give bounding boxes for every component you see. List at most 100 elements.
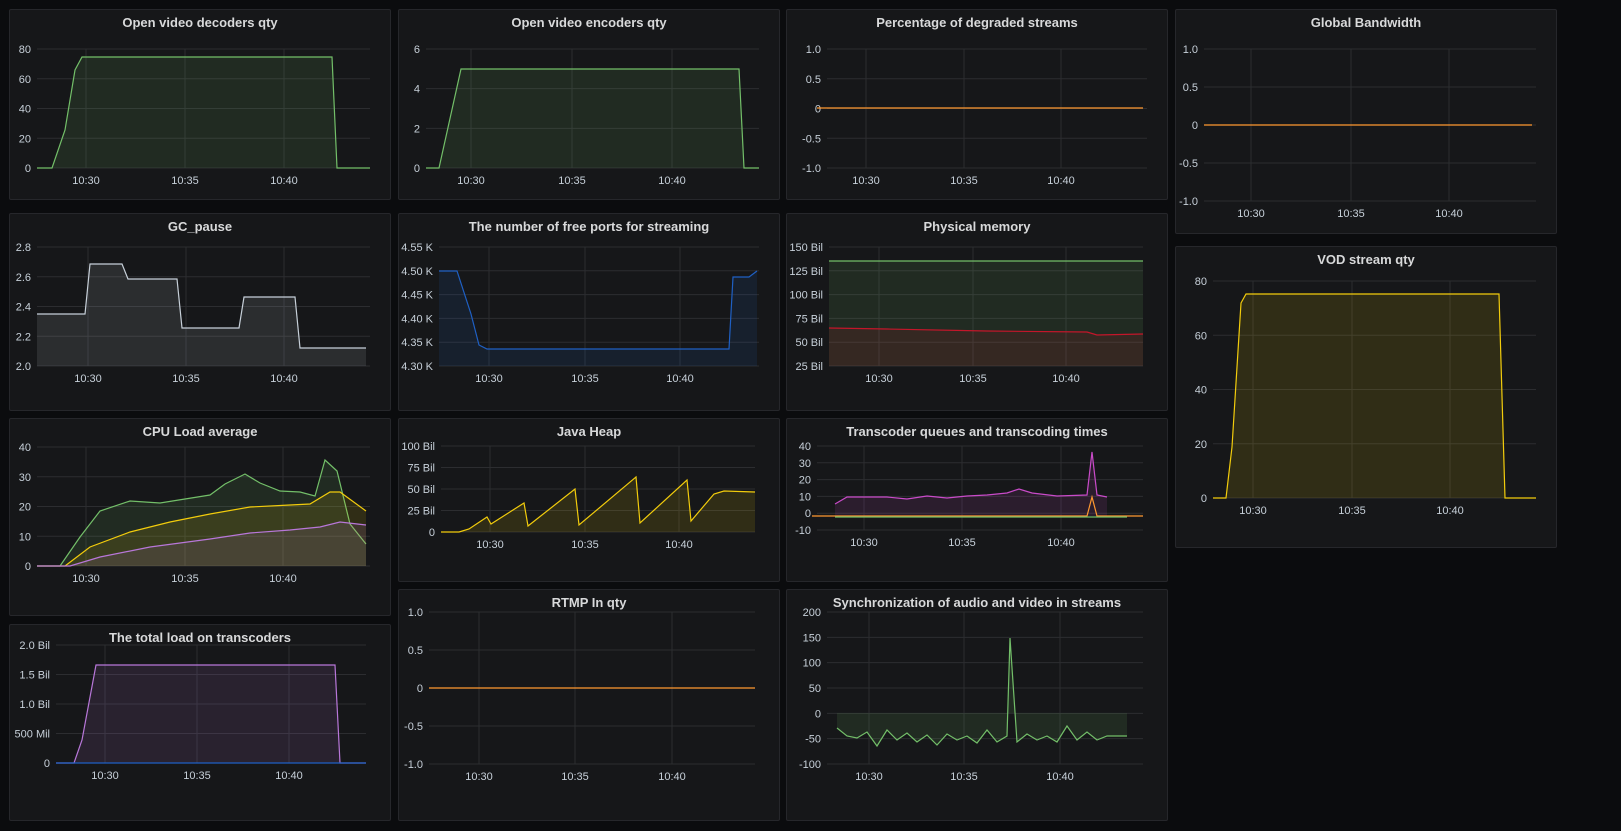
y-tick-label: 0: [1192, 120, 1198, 132]
y-tick-label: 2.6: [16, 272, 31, 284]
x-tick-label: 10:40: [658, 175, 686, 187]
y-tick-label: 2.2: [16, 331, 31, 343]
sync-series-line[interactable]: [836, 637, 1127, 748]
panel-title[interactable]: RTMP In qty: [551, 595, 627, 610]
x-tick-label: 10:40: [665, 539, 693, 551]
heap-series-line[interactable]: [441, 475, 756, 533]
y-tick-label: 4.40 K: [401, 313, 433, 325]
decoders-series-area: [37, 57, 370, 168]
queues-size-series-line[interactable]: [812, 494, 1143, 517]
panel-open-video-decoders[interactable]: Open video decoders qty 80 60 40 20 0 10:30 10…: [9, 9, 391, 200]
y-tick-label: 2: [414, 123, 420, 135]
x-tick-label: 10:40: [1046, 771, 1074, 783]
panel-cpu-load[interactable]: CPU Load average 40 30 20 10 0 10:30 10:35 10:4…: [9, 418, 391, 616]
panel-title[interactable]: GC_pause: [167, 219, 233, 234]
y-tick-label: 20: [19, 133, 31, 145]
y-tick-label: 0.5: [408, 645, 423, 657]
x-tick-label: 10:30: [72, 175, 100, 187]
memory-free-series-line[interactable]: [828, 327, 1144, 336]
panel-degraded-streams[interactable]: Percentage of degraded streams 1.0 0.5 0 -0…: [786, 9, 1168, 200]
panel-title[interactable]: The number of free ports for streaming: [468, 219, 710, 234]
x-tick-label: 10:30: [475, 373, 503, 385]
y-tick-label: 1.5 Bil: [19, 670, 50, 682]
y-tick-label: -0.5: [404, 721, 423, 733]
panel-title[interactable]: Transcoder queues and transcoding times: [846, 424, 1108, 439]
x-tick-label: 10:35: [571, 373, 599, 385]
panel-title[interactable]: Synchronization of audio and video in st…: [832, 595, 1122, 610]
panel-title[interactable]: VOD stream qty: [1317, 252, 1415, 267]
panel-physical-memory[interactable]: Physical memory 150 Bil 125 Bil 100 Bil 75 …: [786, 213, 1168, 411]
x-tick-label: 10:30: [855, 771, 883, 783]
cpu-15min-series-line[interactable]: [37, 521, 367, 567]
chart-memory: 150 Bil 125 Bil 100 Bil 75 Bil 50 Bil 25 Bil 1…: [789, 242, 1144, 385]
panel-title[interactable]: Percentage of degraded streams: [876, 15, 1078, 30]
x-tick-label: 10:35: [561, 771, 589, 783]
x-tick-label: 10:40: [1047, 537, 1075, 549]
y-tick-label: 4: [414, 84, 420, 96]
queues-time-series-line[interactable]: [834, 451, 1108, 505]
x-tick-label: 10:35: [959, 373, 987, 385]
panel-title[interactable]: Java Heap: [556, 424, 622, 439]
y-tick-label: 40: [19, 442, 31, 454]
y-tick-label: -10: [795, 525, 811, 537]
y-tick-label: 0: [414, 163, 420, 175]
panel-rtmp-in[interactable]: RTMP In qty 1.0 0.5 0 -0.5 -1.0 10:30 10:35 10:…: [398, 589, 780, 821]
y-tick-label: 10: [799, 491, 811, 503]
x-tick-label: 10:40: [275, 770, 303, 782]
y-tick-label: 6: [414, 44, 420, 56]
x-tick-label: 10:30: [850, 537, 878, 549]
panel-title[interactable]: CPU Load average: [142, 424, 258, 439]
y-tick-label: 75 Bil: [795, 313, 823, 325]
panel-av-sync[interactable]: Synchronization of audio and video in st…: [786, 589, 1168, 821]
panel-open-video-encoders[interactable]: Open video encoders qty 6 4 2 0 10:30 10:35 10…: [398, 9, 780, 200]
panel-java-heap[interactable]: Java Heap 100 Bil 75 Bil 50 Bil 25 Bil 0 10:3…: [398, 418, 780, 582]
gc-series-line[interactable]: [37, 263, 366, 349]
y-tick-label: 1.0: [806, 44, 821, 56]
y-tick-label: 0: [417, 683, 423, 695]
panel-gc-pause[interactable]: GC_pause 2.8 2.6 2.4 2.2 2.0 10:30 10:35 10:40: [9, 213, 391, 411]
decoders-series-line[interactable]: [37, 56, 370, 169]
panel-title[interactable]: Global Bandwidth: [1310, 15, 1422, 30]
y-tick-label: -0.5: [1179, 158, 1198, 170]
y-tick-label: -100: [799, 759, 821, 771]
y-tick-label: 4.30 K: [401, 361, 433, 373]
y-tick-label: 50: [809, 683, 821, 695]
y-tick-label: 0: [815, 708, 821, 720]
y-tick-label: 0: [805, 508, 811, 520]
x-tick-label: 10:30: [72, 573, 100, 585]
panel-transcoder-queues[interactable]: Transcoder queues and transcoding times …: [786, 418, 1168, 582]
ports-series-area: [439, 271, 757, 366]
x-tick-label: 10:40: [1436, 505, 1464, 517]
memory-used-series-area: [829, 261, 1143, 366]
x-tick-label: 10:35: [950, 175, 978, 187]
chart-bandwidth: 1.0 0.5 0 -0.5 -1.0 10:30 10:35 10:40: [1179, 44, 1536, 220]
y-tick-label: 2.4: [16, 302, 31, 314]
panel-vod-stream[interactable]: VOD stream qty 80 60 40 20 0 10:30 10:35 10:40: [1175, 246, 1557, 548]
y-tick-label: 0: [25, 561, 31, 573]
chart-degraded: 1.0 0.5 0 -0.5 -1.0 10:30 10:35 10:40: [802, 44, 1147, 187]
x-tick-label: 10:30: [1239, 505, 1267, 517]
x-tick-label: 10:30: [476, 539, 504, 551]
panel-free-ports[interactable]: The number of free ports for streaming 4…: [398, 213, 780, 411]
chart-ports: 4.55 K 4.50 K 4.45 K 4.40 K 4.35 K 4.30 K 10:3…: [401, 242, 759, 385]
vod-series-area: [1213, 294, 1536, 498]
queues-time-series-area: [835, 452, 1107, 516]
y-tick-label: -50: [805, 734, 821, 746]
x-tick-label: 10:30: [74, 373, 102, 385]
ports-series-line[interactable]: [439, 270, 758, 350]
x-tick-label: 10:35: [1338, 505, 1366, 517]
panel-title[interactable]: Open video encoders qty: [511, 15, 667, 30]
panel-global-bandwidth[interactable]: Global Bandwidth 1.0 0.5 0 -0.5 -1.0 10:30 10:…: [1175, 9, 1557, 234]
panel-title[interactable]: Physical memory: [923, 219, 1031, 234]
chart-decoders: 80 60 40 20 0 10:30 10:35 10:40: [19, 44, 370, 187]
chart-total: 2.0 Bil 1.5 Bil 1.0 Bil 500 Mil 0 10:30 10:35 1…: [15, 640, 366, 782]
cpu-1min-series-line[interactable]: [37, 458, 367, 567]
panel-total-load[interactable]: The total load on transcoders 2.0 Bil 1.5…: [9, 624, 391, 821]
encoders-series-line[interactable]: [426, 68, 759, 169]
panel-title[interactable]: Open video decoders qty: [122, 15, 278, 30]
panel-title[interactable]: The total load on transcoders: [108, 630, 292, 645]
y-tick-label: 125 Bil: [789, 266, 823, 278]
y-tick-label: 10: [19, 531, 31, 543]
cpu-5min-series-line[interactable]: [37, 491, 367, 567]
vod-series-line[interactable]: [1213, 293, 1536, 499]
